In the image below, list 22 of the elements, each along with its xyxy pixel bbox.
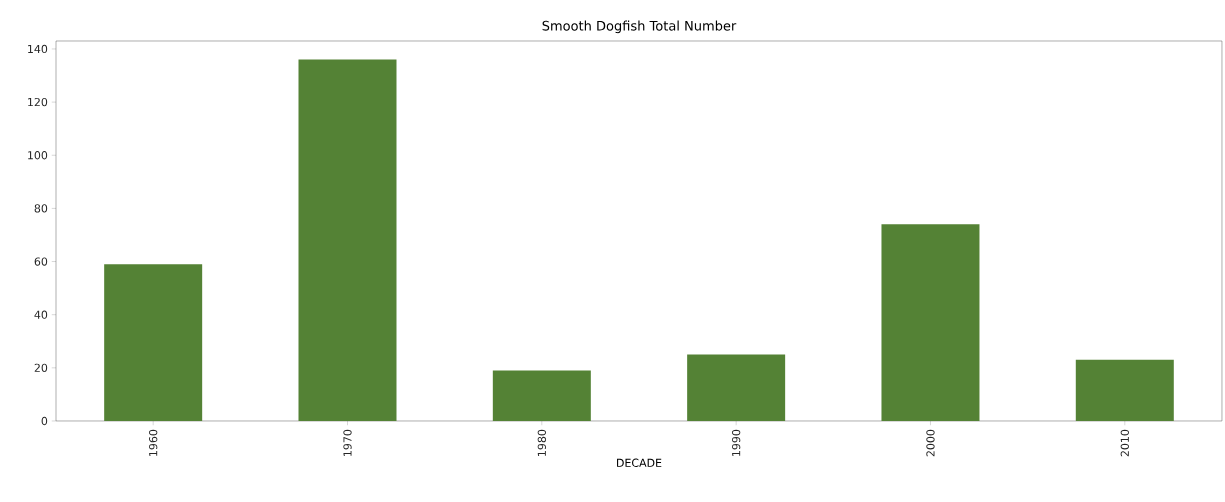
chart-title: Smooth Dogfish Total Number: [542, 20, 737, 34]
y-tick-label: 140: [28, 44, 48, 54]
bar: [104, 264, 203, 421]
y-tick-label: 80: [34, 204, 48, 213]
x-tick-label: 2000: [926, 429, 935, 457]
y-tick-label: 20: [34, 363, 48, 372]
bar: [687, 354, 786, 421]
x-tick-label: 1970: [343, 429, 352, 456]
y-tick-label: 40: [34, 310, 48, 319]
bar: [492, 370, 591, 421]
y-tick-label: 60: [34, 257, 48, 266]
y-tick-label: 120: [28, 97, 48, 107]
bar: [298, 59, 397, 421]
y-tick-label: 0: [41, 416, 48, 426]
bar: [881, 224, 980, 421]
x-tick-label: 2010: [1120, 429, 1129, 457]
bar: [1075, 359, 1174, 421]
x-axis-title: DECADE: [617, 458, 662, 467]
x-tick-label: 1980: [537, 429, 546, 456]
x-tick-label: 1990: [731, 429, 741, 456]
x-tick-label: 1960: [149, 429, 158, 456]
y-tick-label: 100: [28, 151, 48, 160]
